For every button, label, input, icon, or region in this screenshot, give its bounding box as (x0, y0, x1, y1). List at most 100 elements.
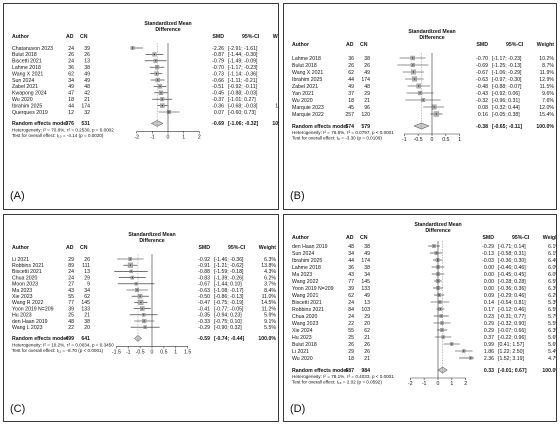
study-weight: 6.3% (264, 257, 276, 263)
study-effect-point (161, 98, 163, 100)
pooled-label: Random effects model (12, 121, 68, 127)
study-ad: 22 (348, 321, 354, 327)
x-axis-tick-label: -1 (422, 381, 427, 387)
study-cn: 20 (364, 321, 370, 327)
study-effect-point (439, 301, 441, 303)
study-smd: 0.09 (484, 293, 494, 299)
study-ad: 24 (68, 59, 74, 65)
study-author: Querques 2019 (12, 110, 48, 116)
study-ci: [-0.75; -0.19] (214, 300, 244, 306)
study-ad: 39 (348, 286, 354, 292)
pooled-smd: 0.33 (484, 368, 494, 374)
study-author: Moon 2023 (12, 282, 38, 288)
study-ci: [-0.86; -0.13] (214, 294, 244, 300)
study-weight: 6.0% (548, 272, 556, 278)
study-author: Wang L 2023 (12, 325, 43, 331)
study-weight: 6.2% (264, 275, 276, 281)
study-ad: 62 (68, 71, 74, 77)
study-smd: -0.73 (212, 71, 224, 77)
study-ad: 44 (348, 77, 354, 83)
study-cn: 145 (81, 300, 90, 306)
study-smd: 0.14 (484, 300, 494, 306)
header-smd: SMD (482, 235, 494, 241)
study-smd: -0.87 (212, 52, 224, 58)
study-ad: 34 (68, 78, 74, 84)
study-author: Sun 2024 (12, 78, 34, 84)
study-ad: 18 (68, 97, 74, 103)
pooled-label: Random effects model (12, 336, 68, 342)
study-author: Ma 2023 (292, 272, 312, 278)
study-cn: 62 (364, 328, 370, 334)
study-ad: 84 (348, 307, 354, 313)
study-author: Kwapong 2024 (12, 91, 47, 97)
study-smd: -0.63 (476, 77, 488, 83)
study-author: Ibrahim 2025 (12, 103, 42, 109)
study-author: Zabel 2021 (292, 84, 318, 90)
study-author: Biscetti 2021 (12, 59, 42, 65)
study-ci: [-1.11; -0.21] (228, 78, 258, 84)
study-author: Ibrahim 2025 (292, 77, 322, 83)
study-ci: [-0.32; 0.90] (498, 321, 526, 327)
study-ci: [-0.90; 0.32] (214, 325, 242, 331)
study-cn: 174 (81, 103, 90, 109)
study-author: Li 2021 (12, 257, 29, 263)
study-ad: 22 (68, 325, 74, 331)
study-smd: 0.17 (484, 307, 494, 313)
header-weight: Weight (273, 34, 278, 40)
study-ad: 24 (348, 300, 354, 306)
header-weight: Weight (537, 42, 554, 48)
study-cn: 13 (84, 59, 90, 65)
study-effect-point (435, 252, 437, 254)
study-smd: 0.00 (484, 279, 494, 285)
study-ad: 44 (68, 103, 74, 109)
study-ad: 18 (348, 356, 354, 362)
study-author: Lahme 2018 (292, 56, 321, 62)
study-author: Bulut 2018 (12, 52, 37, 58)
study-cn: 26 (364, 349, 370, 355)
pooled-diamond (150, 120, 164, 127)
study-effect-point (451, 343, 453, 345)
study-weight: 15.4% (539, 112, 554, 118)
study-cn: 21 (364, 356, 370, 362)
study-author: Lahme 2018 (12, 65, 41, 71)
study-cn: 38 (84, 65, 90, 71)
study-weight: 6.3% (548, 328, 556, 334)
x-axis-tick-label: 0 (437, 381, 440, 387)
study-effect-point (139, 295, 141, 297)
study-effect-point (144, 326, 146, 328)
x-axis-tick-label: -1 (126, 349, 131, 355)
study-weight: 6.3% (548, 286, 556, 292)
study-cn: 32 (84, 110, 90, 116)
study-ci: [-1.46; -0.36] (214, 257, 244, 263)
study-smd: -0.67 (476, 70, 488, 76)
study-ci: [-0.96; 0.31] (492, 98, 520, 104)
study-author: Ma 2023 (12, 288, 32, 294)
study-smd: -0.35 (198, 313, 210, 319)
study-author: Bulut 2018 (292, 63, 317, 69)
study-ad: 34 (348, 251, 354, 257)
study-cn: 174 (361, 258, 370, 264)
study-ci: [-1.44; 0.10] (214, 282, 242, 288)
study-ad: 36 (348, 56, 354, 62)
study-weight: 10.2% (539, 56, 554, 62)
study-ci: [-1.59; -0.18] (214, 269, 244, 275)
study-cn: 38 (364, 244, 370, 250)
study-ci: [-0.32; 0.44] (492, 105, 520, 111)
study-effect-point (136, 289, 138, 291)
study-effect-point (463, 350, 465, 352)
header-smd: SMD (476, 42, 488, 48)
study-smd: -0.88 (198, 269, 210, 275)
study-cn: 13 (364, 300, 370, 306)
study-smd: -0.70 (212, 65, 224, 71)
study-author: den Haan 2019 (292, 244, 328, 250)
study-smd: 0.00 (484, 272, 494, 278)
pooled-cn: 579 (361, 124, 370, 130)
study-cn: 34 (364, 272, 370, 278)
study-smd: 0.29 (484, 328, 494, 334)
study-smd: -0.45 (212, 91, 224, 97)
study-weight: 5.5% (548, 321, 556, 327)
header-cn: CN (360, 235, 368, 241)
header-cn: CN (80, 34, 88, 40)
study-effect-point (131, 277, 133, 279)
x-axis-tick-label: 1.5 (184, 349, 191, 355)
